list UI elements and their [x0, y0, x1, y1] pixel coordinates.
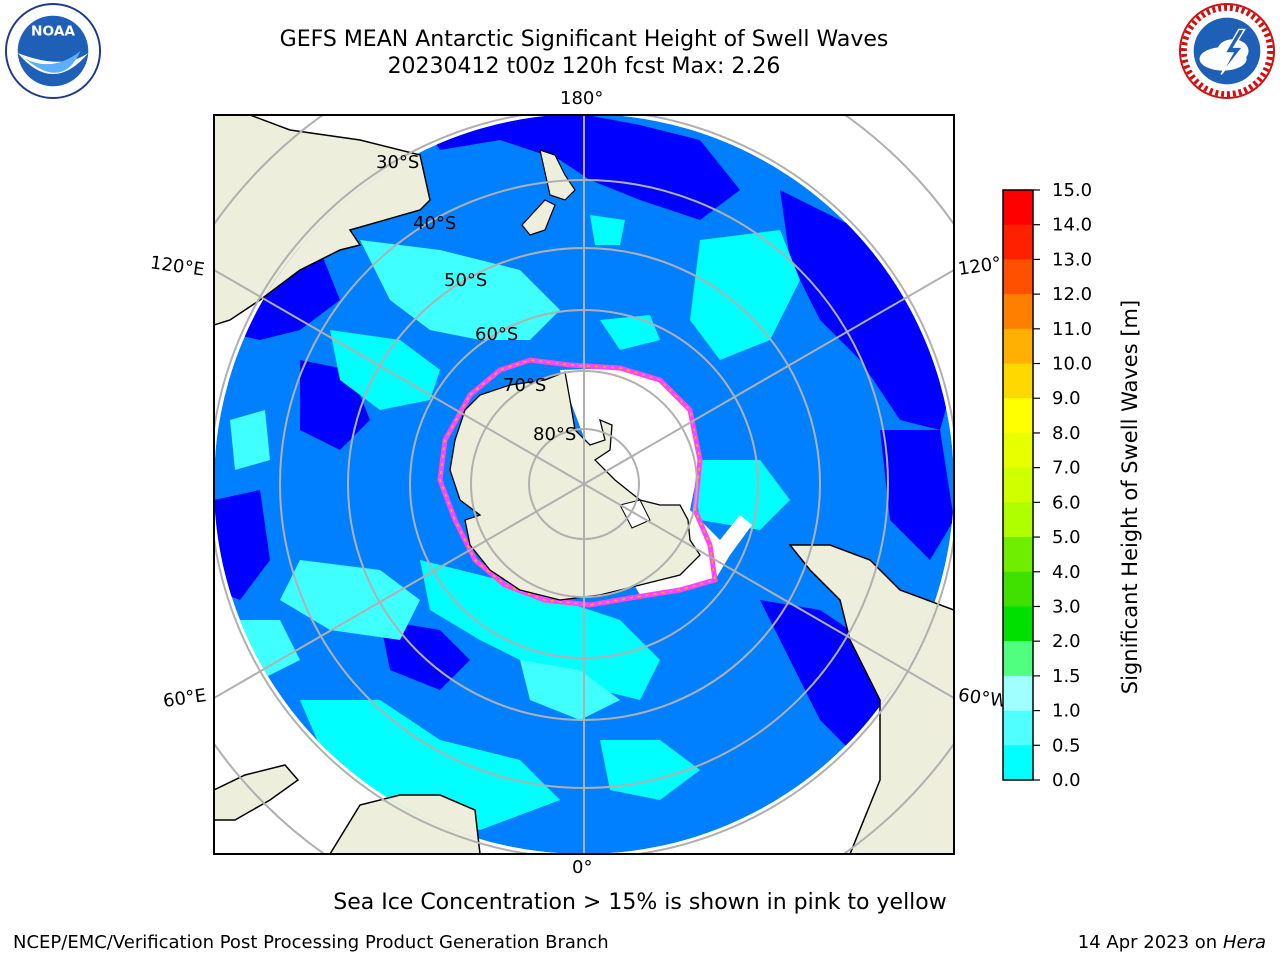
colorbar-band [1003, 745, 1033, 781]
colorbar-tick-label: 15.0 [1052, 180, 1092, 201]
footer-host: Hera [1222, 932, 1266, 953]
lat-label-30s: 30°S [376, 152, 420, 173]
colorbar-tick-label: 1.5 [1052, 666, 1081, 687]
colorbar-band [1003, 294, 1033, 330]
nws-logo [1178, 2, 1276, 100]
colorbar-band [1003, 675, 1033, 712]
colorbar-tick-label: 8.0 [1052, 423, 1081, 444]
lat-label-70s: 70°S [503, 375, 547, 396]
colorbar-tick-label: 1.0 [1052, 701, 1081, 722]
colorbar-band [1003, 467, 1033, 503]
colorbar-band [1003, 502, 1033, 538]
colorbar-band [1003, 259, 1033, 295]
colorbar-tick-label: 2.0 [1052, 631, 1081, 652]
colorbar-tick-label: 0.5 [1052, 735, 1081, 756]
footer-date: 14 Apr 2023 on Hera [1078, 932, 1266, 953]
lat-label-50s: 50°S [444, 270, 488, 291]
colorbar-tick-label: 11.0 [1052, 319, 1092, 340]
colorbar-band [1003, 537, 1033, 573]
chart-subtitle: 20230412 t00z 120h fcst Max: 2.26 [387, 54, 781, 79]
lon-label-180: 180° [560, 88, 604, 109]
noaa-logo-text: NOAA [31, 23, 75, 39]
graticule [214, 115, 954, 854]
colorbar-tick-label: 13.0 [1052, 249, 1092, 270]
colorbar-tick-label: 7.0 [1052, 458, 1081, 479]
colorbar-band [1003, 328, 1033, 365]
colorbar-tick-label: 14.0 [1052, 215, 1092, 236]
footer-branch: NCEP/EMC/Verification Post Processing Pr… [13, 932, 609, 953]
colorbar-band [1003, 606, 1033, 642]
footer-date-text: 14 Apr 2023 on [1077, 932, 1223, 953]
colorbar-tick-label: 6.0 [1052, 492, 1081, 513]
colorbar-band [1003, 190, 1033, 226]
colorbar-tick-label: 12.0 [1052, 284, 1092, 305]
chart-title: GEFS MEAN Antarctic Significant Height o… [279, 27, 889, 52]
colorbar-tick-label: 0.0 [1052, 770, 1081, 790]
colorbar-tick-label: 3.0 [1052, 596, 1081, 617]
colorbar-band [1003, 398, 1033, 434]
colorbar-band [1003, 363, 1033, 399]
colorbar-tick-label: 10.0 [1052, 354, 1092, 375]
colorbar-band [1003, 432, 1033, 469]
colorbar-band [1003, 710, 1033, 746]
lat-label-60s: 60°S [475, 324, 519, 345]
colorbar-tick-label: 5.0 [1052, 527, 1081, 548]
colorbar-band [1003, 641, 1033, 677]
lat-label-80s: 80°S [533, 424, 577, 445]
map-frame [213, 114, 955, 855]
lat-label-40s: 40°S [413, 213, 457, 234]
colorbar-band [1003, 224, 1033, 260]
colorbar-label: Significant Height of Swell Waves [m] [1118, 299, 1142, 695]
colorbar-tick-label: 4.0 [1052, 562, 1081, 583]
colorbar-tick-label: 9.0 [1052, 388, 1081, 409]
sea-ice-note: Sea Ice Concentration > 15% is shown in … [333, 890, 947, 915]
lon-label-0: 0° [572, 857, 593, 878]
colorbar-band [1003, 571, 1033, 607]
noaa-logo: NOAA [4, 2, 102, 100]
colorbar: 15.0 14.0 13.0 12.0 11.0 10.0 9.0 8.0 7.0 6.0 5.0 4… [1002, 180, 1092, 790]
